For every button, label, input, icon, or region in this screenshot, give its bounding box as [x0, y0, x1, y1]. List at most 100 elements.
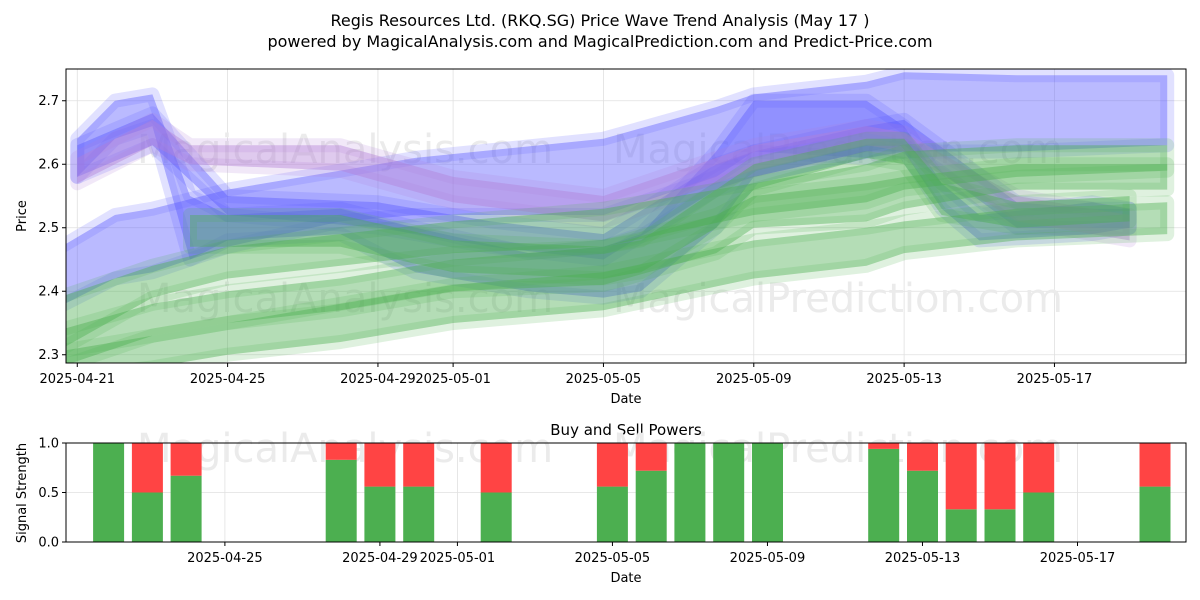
main-grid — [66, 69, 1186, 363]
watermark-main-2: MagicalPrediction.com — [613, 127, 1063, 173]
main-y-ticks: 2.3 2.4 2.5 2.6 2.7 — [38, 94, 66, 363]
sell-bar — [131, 443, 163, 493]
buy-bar — [1139, 486, 1171, 542]
buy-bar — [907, 470, 938, 542]
main-x-ticks: 2025-04-21 2025-04-25 2025-04-29 2025-05-01… — [39, 363, 1092, 387]
wave-band-2 — [70, 106, 1137, 267]
signal-x-tick-label: 2025-05-09 — [730, 551, 806, 566]
main-y-tick-label: 2.5 — [38, 221, 59, 236]
signal-x-tick-label: 2025-05-05 — [575, 551, 651, 566]
wave-band-halo — [66, 157, 1175, 363]
main-plot-frame — [65, 68, 1187, 364]
main-plot-background — [66, 69, 1186, 363]
signal-x-tick-label: 2025-04-29 — [342, 551, 418, 566]
sell-bar — [480, 443, 512, 493]
main-x-tick-label: 2025-05-13 — [866, 372, 942, 387]
buy-bar — [364, 486, 396, 542]
watermark-main-4: MagicalPrediction.com — [613, 276, 1063, 322]
wave-band-halo — [70, 87, 1137, 305]
chart-title: Regis Resources Ltd. (RKQ.SG) Price Wave… — [330, 11, 869, 30]
watermark-main-3: MagicalAnalysis.com — [137, 276, 553, 322]
wave-band-core — [77, 113, 1130, 260]
main-y-tick-label: 2.4 — [38, 285, 59, 300]
signal-x-label: Date — [610, 571, 641, 586]
buy-bar — [713, 443, 745, 542]
sell-bar — [984, 443, 1016, 510]
signal-y-label: Signal Strength — [15, 443, 30, 543]
sell-bar — [403, 443, 435, 487]
signal-chart-title: Buy and Sell Powers — [550, 421, 702, 439]
signal-x-tick-label: 2025-05-01 — [420, 551, 496, 566]
signal-bars — [93, 443, 1171, 542]
sell-bar — [635, 443, 667, 471]
signal-y-ticks: 0.0 0.5 1.0 — [38, 437, 66, 551]
wave-band-7 — [183, 131, 1137, 286]
sell-bar — [945, 443, 977, 510]
main-x-tick-label: 2025-04-21 — [39, 372, 115, 387]
main-x-label: Date — [610, 392, 641, 407]
wave-band-core — [77, 119, 1130, 241]
signal-x-tick-label: 2025-05-13 — [885, 551, 961, 566]
wave-band-core — [66, 202, 1168, 363]
sell-bar — [170, 443, 202, 476]
signal-x-ticks: 2025-04-25 2025-04-29 2025-05-01 2025-05-05… — [187, 542, 1115, 566]
buy-bar — [1023, 492, 1055, 542]
chart-subtitle: powered by MagicalAnalysis.com and Magic… — [267, 32, 932, 51]
main-x-tick-label: 2025-05-01 — [415, 372, 491, 387]
sell-bar — [1139, 443, 1171, 487]
signal-y-tick-label: 1.0 — [38, 437, 59, 452]
buy-bar — [596, 486, 628, 542]
buy-bar — [868, 448, 900, 542]
wave-band-core — [66, 145, 1168, 347]
wave-band-core — [190, 138, 1130, 279]
main-x-tick-label: 2025-05-05 — [566, 372, 642, 387]
wave-band-4 — [66, 138, 1175, 355]
sell-bar — [364, 443, 396, 487]
wave-band-core — [66, 72, 1168, 304]
wave-band-core — [77, 94, 1130, 298]
wave-band-5 — [66, 157, 1175, 363]
wave-bands — [66, 69, 1175, 363]
buy-bar — [325, 459, 357, 542]
buy-bar — [170, 475, 202, 542]
buy-bar — [480, 492, 512, 542]
wave-band-halo — [70, 112, 1137, 248]
sell-bar — [325, 443, 357, 460]
wave-band-6 — [66, 195, 1175, 363]
wave-band-halo — [66, 195, 1175, 363]
buy-bar — [752, 443, 783, 542]
wave-band-1 — [70, 87, 1137, 305]
watermark-main-1: MagicalAnalysis.com — [137, 127, 553, 173]
buy-bar — [403, 486, 435, 542]
main-x-tick-label: 2025-05-09 — [716, 372, 792, 387]
signal-x-tick-label: 2025-05-17 — [1040, 551, 1116, 566]
wave-band-halo — [70, 106, 1137, 267]
signal-y-tick-label: 0.5 — [38, 486, 59, 501]
sell-bar — [1023, 443, 1055, 493]
main-x-tick-label: 2025-04-25 — [190, 372, 266, 387]
buy-bar — [984, 509, 1016, 542]
sell-bar — [868, 443, 900, 449]
buy-bar — [93, 443, 125, 542]
buy-bar — [945, 509, 977, 542]
main-x-tick-label: 2025-04-29 — [340, 372, 416, 387]
wave-band-halo — [66, 138, 1175, 355]
main-x-tick-label: 2025-05-17 — [1017, 372, 1093, 387]
signal-chart: Buy and Sell Powers MagicalAnalysis.com … — [15, 421, 1187, 586]
wave-band-3 — [70, 112, 1137, 248]
main-y-tick-label: 2.6 — [38, 158, 59, 173]
wave-band-halo — [183, 131, 1137, 286]
main-y-label: Price — [15, 200, 30, 232]
buy-bar — [131, 492, 163, 542]
buy-bar — [635, 470, 667, 542]
wave-band-halo — [66, 69, 1175, 312]
sell-bar — [596, 443, 628, 487]
main-y-tick-label: 2.3 — [38, 348, 59, 363]
buy-bar — [674, 443, 706, 542]
main-chart: MagicalAnalysis.com MagicalPrediction.co… — [15, 68, 1187, 407]
sell-bar — [907, 443, 938, 471]
main-y-tick-label: 2.7 — [38, 94, 59, 109]
wave-band-0 — [66, 69, 1175, 312]
signal-x-tick-label: 2025-04-25 — [187, 551, 263, 566]
